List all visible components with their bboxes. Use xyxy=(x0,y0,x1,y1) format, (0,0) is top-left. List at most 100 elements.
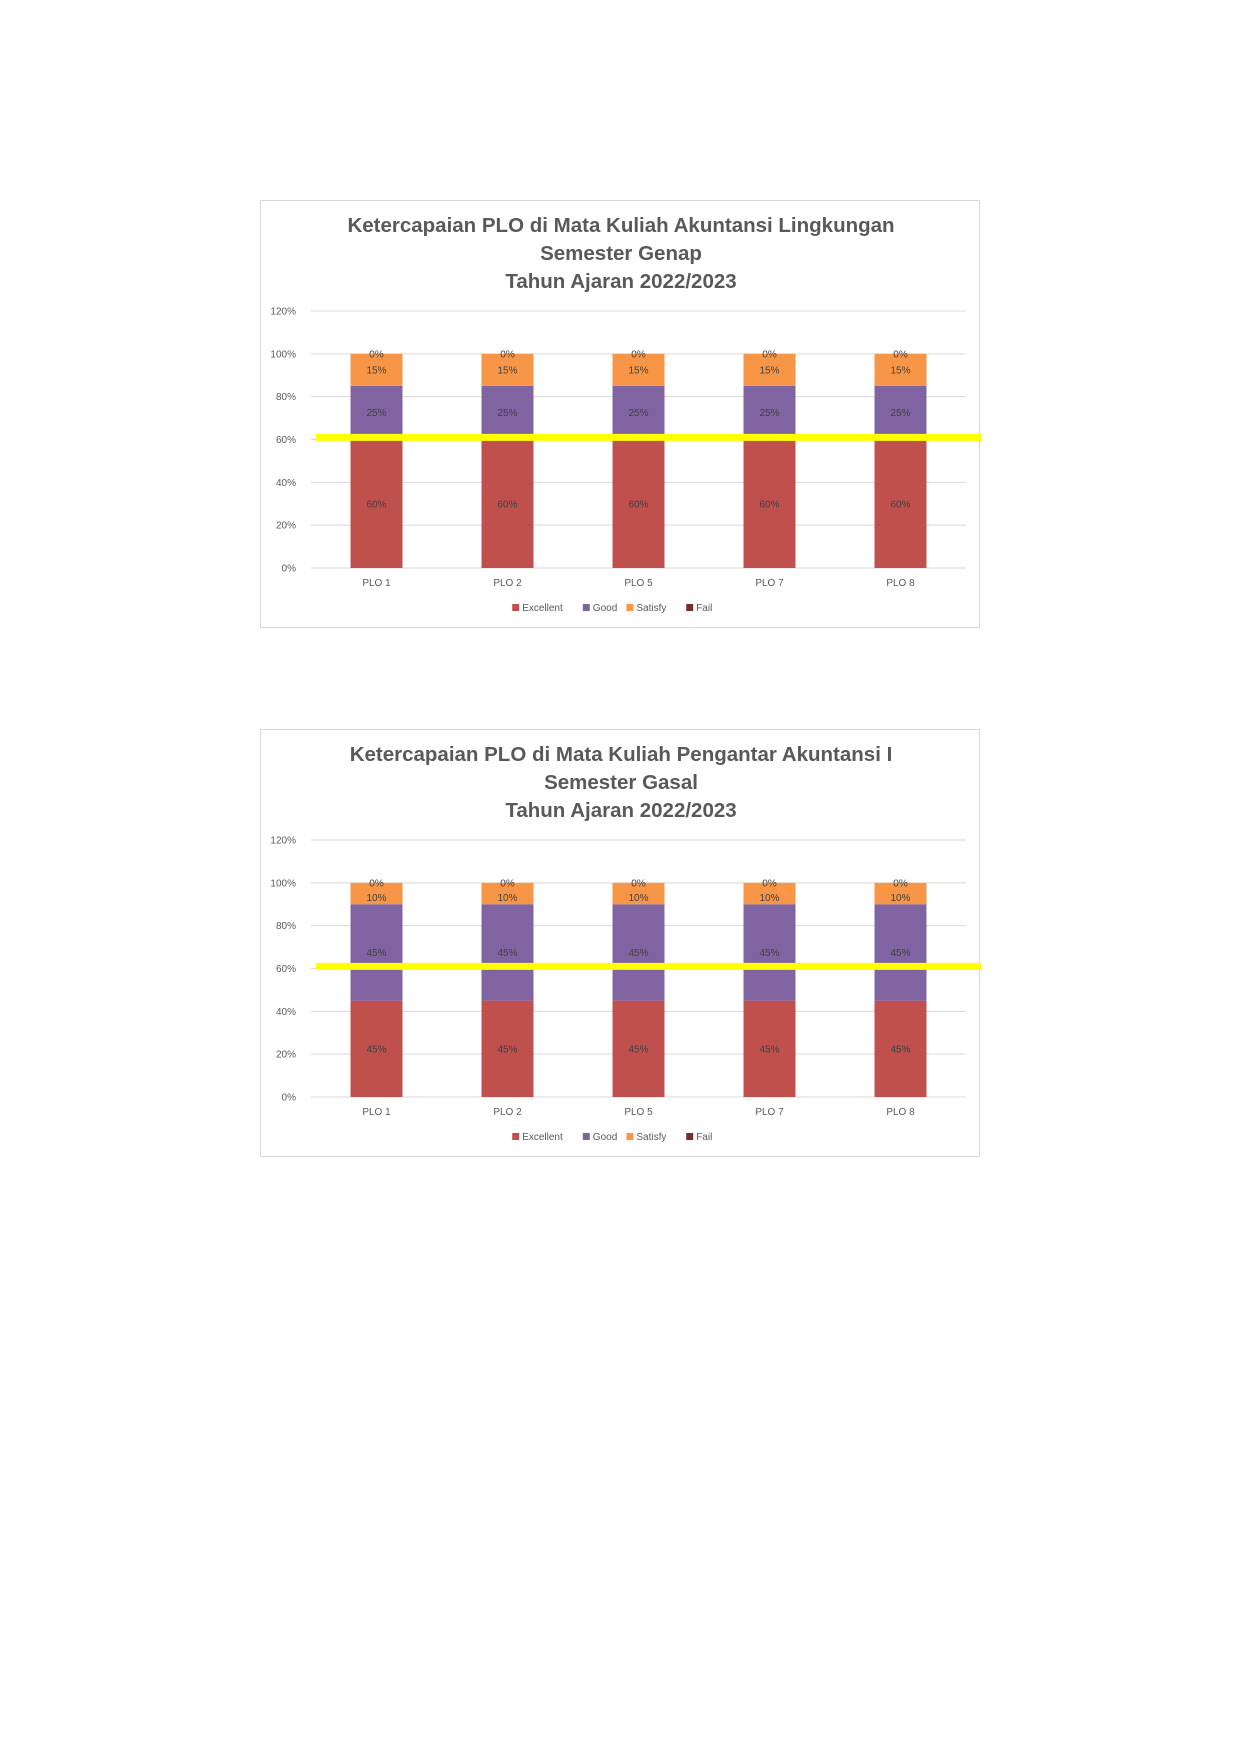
y-tick-label: 100% xyxy=(270,349,296,360)
bar-segment-satisfy xyxy=(481,353,534,386)
legend-swatch xyxy=(626,604,634,611)
data-label: 10% xyxy=(366,893,386,904)
legend-swatch xyxy=(582,1133,590,1140)
legend-label: Fail xyxy=(696,1132,712,1143)
data-label: 0% xyxy=(893,878,908,889)
data-label: 45% xyxy=(497,1044,517,1055)
legend-label: Satisfy xyxy=(636,603,666,614)
chart-legend: Excellent Good Satisfy Fail xyxy=(512,1132,712,1143)
y-tick-label: 0% xyxy=(282,1093,297,1104)
bar-segment-good xyxy=(874,904,927,1001)
data-label: 45% xyxy=(759,948,779,959)
bar-segment-good xyxy=(612,385,665,440)
legend-label: Good xyxy=(593,1132,617,1143)
chart-title-line: Ketercapaian PLO di Mata Kuliah Akuntans… xyxy=(347,214,894,237)
data-label: 60% xyxy=(890,499,910,510)
bar-segment-excellent xyxy=(350,439,403,568)
chart-panel-pengantar-akuntansi: Ketercapaian PLO di Mata Kuliah Penganta… xyxy=(260,729,981,1157)
bar-segment-excellent xyxy=(612,1000,665,1097)
data-label: 60% xyxy=(366,499,386,510)
y-tick-label: 20% xyxy=(276,1050,296,1061)
chart-panel-akuntansi-lingkungan: Ketercapaian PLO di Mata Kuliah Akuntans… xyxy=(260,200,981,628)
legend-swatch xyxy=(512,604,520,611)
bar-segment-excellent xyxy=(743,439,796,568)
y-tick-label: 0% xyxy=(282,564,297,575)
y-tick-label: 40% xyxy=(276,478,296,489)
data-label: 15% xyxy=(759,365,779,376)
data-label: 60% xyxy=(628,499,648,510)
data-label: 25% xyxy=(890,408,910,419)
data-label: 0% xyxy=(762,878,777,889)
data-label: 45% xyxy=(497,948,517,959)
bar-segment-excellent xyxy=(874,439,927,568)
data-label: 0% xyxy=(500,349,515,360)
chart-title-line: Ketercapaian PLO di Mata Kuliah Penganta… xyxy=(350,743,893,766)
bar-segment-excellent xyxy=(743,1000,796,1097)
legend-label: Excellent xyxy=(522,603,563,614)
data-label: 10% xyxy=(628,893,648,904)
bar-segment-satisfy xyxy=(350,882,403,905)
y-tick-label: 120% xyxy=(270,836,296,847)
data-label: 0% xyxy=(631,878,646,889)
data-label: 0% xyxy=(631,349,646,360)
chart-title: Ketercapaian PLO di Mata Kuliah Akuntans… xyxy=(347,214,894,293)
data-label: 60% xyxy=(759,499,779,510)
data-label: 45% xyxy=(759,1044,779,1055)
data-label: 45% xyxy=(890,948,910,959)
bar-segment-satisfy xyxy=(612,353,665,386)
data-label: 45% xyxy=(628,1044,648,1055)
data-label: 10% xyxy=(497,893,517,904)
bar-segment-excellent xyxy=(350,1000,403,1097)
data-label: 15% xyxy=(366,365,386,376)
bar-segment-excellent xyxy=(612,439,665,568)
y-tick-label: 120% xyxy=(270,307,296,318)
plot-area: 0% 20% 40% 60% 80% 100% 120% 45% 45% 10% 0% PLO 1 45… xyxy=(270,836,981,1118)
x-category-label: PLO 7 xyxy=(755,1107,784,1118)
legend-label: Good xyxy=(593,603,617,614)
x-category-label: PLO 7 xyxy=(755,578,784,589)
data-label: 25% xyxy=(366,408,386,419)
x-category-label: PLO 1 xyxy=(362,1107,391,1118)
legend-swatch xyxy=(686,1133,694,1140)
bar-segment-satisfy xyxy=(743,353,796,386)
legend-swatch xyxy=(512,1133,520,1140)
data-label: 45% xyxy=(628,948,648,959)
bar-segment-good xyxy=(743,904,796,1001)
bar-segment-satisfy xyxy=(874,882,927,905)
bar-segment-good xyxy=(350,904,403,1001)
data-label: 15% xyxy=(497,365,517,376)
x-category-label: PLO 8 xyxy=(886,1107,915,1118)
data-label: 25% xyxy=(628,408,648,419)
data-label: 45% xyxy=(890,1044,910,1055)
bar-segment-excellent xyxy=(481,439,534,568)
bar-segment-satisfy xyxy=(612,882,665,905)
data-label: 45% xyxy=(366,948,386,959)
legend-label: Excellent xyxy=(522,1132,563,1143)
data-label: 25% xyxy=(759,408,779,419)
chart-legend: Excellent Good Satisfy Fail xyxy=(512,603,712,614)
bar-segment-satisfy xyxy=(481,882,534,905)
bar-segment-good xyxy=(612,904,665,1001)
bar-segment-good xyxy=(350,385,403,440)
plot-area: 0% 20% 40% 60% 80% 100% 120% 60% 25% 15% 0% PLO 1 60… xyxy=(270,307,981,589)
y-tick-label: 80% xyxy=(276,921,296,932)
chart-subtitle-semester: Semester Gasal xyxy=(544,771,698,794)
data-label: 60% xyxy=(497,499,517,510)
bar-segment-good xyxy=(743,385,796,440)
y-tick-label: 100% xyxy=(270,878,296,889)
bar-segment-excellent xyxy=(481,1000,534,1097)
y-tick-label: 80% xyxy=(276,392,296,403)
data-label: 15% xyxy=(890,365,910,376)
data-label: 0% xyxy=(762,349,777,360)
chart-title: Ketercapaian PLO di Mata Kuliah Penganta… xyxy=(350,743,893,822)
data-label: 0% xyxy=(369,878,384,889)
bar-segment-good xyxy=(481,385,534,440)
y-tick-label: 60% xyxy=(276,964,296,975)
x-category-label: PLO 2 xyxy=(493,578,522,589)
chart-subtitle-year: Tahun Ajaran 2022/2023 xyxy=(505,799,736,822)
legend-swatch xyxy=(582,604,590,611)
bar-segment-good xyxy=(874,385,927,440)
legend-swatch xyxy=(626,1133,634,1140)
bar-segment-satisfy xyxy=(350,353,403,386)
x-category-label: PLO 8 xyxy=(886,578,915,589)
